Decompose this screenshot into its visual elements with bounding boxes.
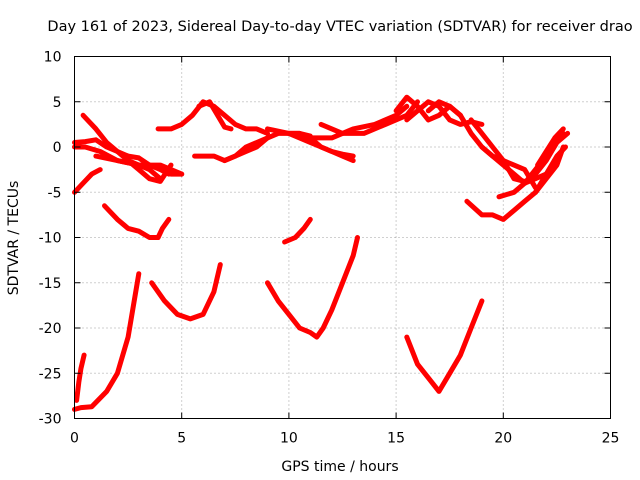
y-tick-label: 10	[44, 50, 62, 66]
series-track-22	[468, 117, 528, 184]
chart-title: Day 161 of 2023, Sidereal Day-to-day VTE…	[47, 19, 632, 35]
x-tick-label: 20	[494, 431, 512, 447]
series-track-17	[307, 103, 410, 141]
y-tick-label: -25	[39, 366, 62, 382]
series-track-12	[196, 99, 234, 132]
series-track-29	[282, 216, 313, 245]
series-track-1	[72, 271, 142, 412]
axis-ticks	[74, 56, 611, 419]
series-track-14	[222, 135, 270, 164]
series-track-30	[265, 235, 360, 340]
x-tick-label: 15	[387, 431, 405, 447]
y-tick-labels: 10 5 0 -5 -10 -15 -20 -25 -30	[39, 50, 62, 428]
series-track-4	[102, 203, 172, 240]
x-axis-label: GPS time / hours	[281, 459, 398, 475]
y-tick-label: -20	[39, 321, 62, 337]
series-track-2	[74, 352, 87, 403]
grid-lines	[74, 56, 611, 419]
series-track-28	[464, 144, 566, 222]
series-track-8	[80, 112, 163, 182]
y-axis-label: SDTVAR / TECUs	[6, 181, 22, 296]
series-track-9	[93, 153, 185, 177]
series-track-3	[72, 167, 103, 195]
series-track-20	[404, 99, 485, 127]
series-track-23	[479, 144, 538, 191]
y-tick-label: -15	[39, 276, 62, 292]
series-track-5	[149, 262, 223, 322]
x-tick-label: 25	[602, 431, 620, 447]
x-tick-labels: 0 5 10 15 20 25	[70, 431, 619, 447]
x-tick-label: 10	[280, 431, 298, 447]
y-tick-label: 0	[53, 140, 62, 156]
x-tick-label: 0	[70, 431, 79, 447]
series-track-10	[125, 158, 174, 184]
series-track-31	[404, 298, 485, 394]
series-track-16	[286, 130, 356, 164]
y-tick-label: 5	[53, 95, 62, 111]
data-series	[72, 94, 571, 412]
x-tick-label: 5	[177, 431, 186, 447]
series-track-18	[318, 99, 420, 136]
y-tick-label: -5	[48, 185, 62, 201]
series-track-27	[496, 130, 566, 200]
y-tick-label: -30	[39, 412, 62, 428]
y-tick-label: -10	[39, 231, 62, 247]
